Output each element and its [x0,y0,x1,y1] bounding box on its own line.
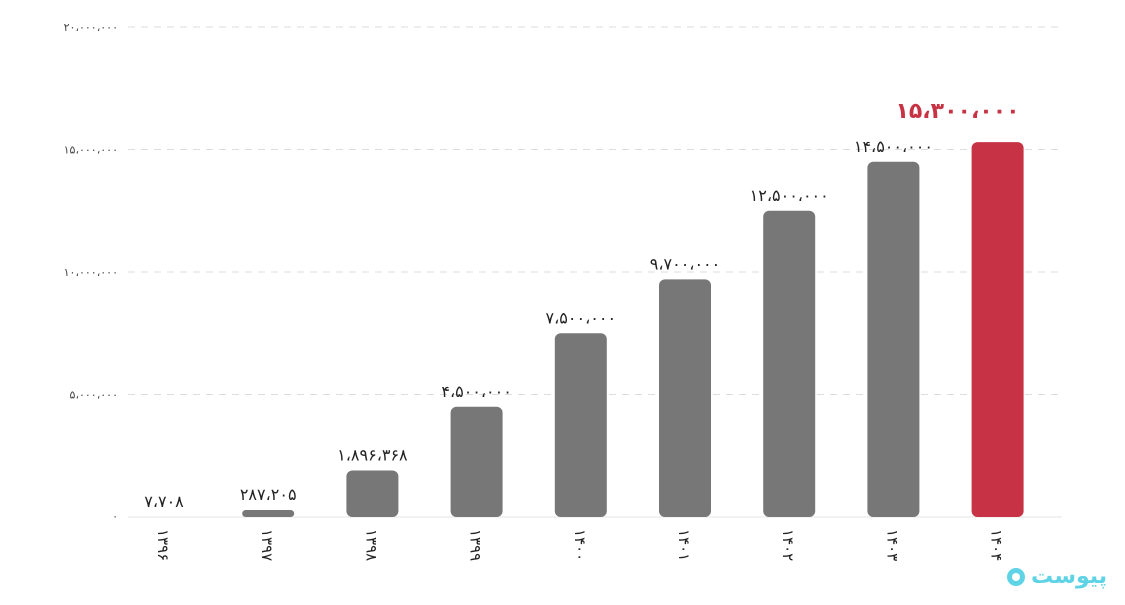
data-label: ۷،۷۰۸ [144,492,184,511]
x-tick-label: ۱۴۰۳ [883,529,901,561]
bar [763,210,816,517]
data-label: ۷،۵۰۰،۰۰۰ [546,308,616,327]
data-label: ۱۵،۳۰۰،۰۰۰ [895,99,1019,124]
bar [554,333,607,517]
y-tick-label: ۰ [112,510,118,523]
logo-text: پیوست [1031,564,1107,589]
data-label: ۹،۷۰۰،۰۰۰ [650,254,720,273]
y-tick-label: ۱۵،۰۰۰،۰۰۰ [64,144,118,157]
bar-highlight [971,142,1024,517]
bar [867,161,920,517]
x-tick-label: ۱۳۹۹ [467,529,485,561]
data-label: ۲۸۷،۲۰۵ [240,485,297,504]
x-tick-label: ۱۴۰۴ [988,529,1006,561]
bar [659,279,711,517]
data-label: ۱۲،۵۰۰،۰۰۰ [750,186,829,205]
y-tick-label: ۲۰،۰۰۰،۰۰۰ [64,21,118,34]
data-label: ۱۴،۵۰۰،۰۰۰ [854,137,933,156]
data-label: ۴،۵۰۰،۰۰۰ [441,382,511,401]
y-tick-label: ۵،۰۰۰،۰۰۰ [70,389,118,402]
bar [346,470,399,517]
x-tick-label: ۱۴۰۰ [571,529,589,561]
x-tick-label: ۱۳۹۸ [362,529,380,561]
bar [450,406,503,517]
watermark-logo: پیوست [1007,564,1107,589]
data-label: ۱،۸۹۶،۳۶۸ [337,446,408,465]
y-tick-label: ۱۰،۰۰۰،۰۰۰ [64,266,118,279]
logo-circle-icon [1007,567,1026,586]
bar [242,509,295,517]
x-tick-label: ۱۴۰۲ [779,529,797,561]
x-tick-label: ۱۴۰۱ [675,529,693,561]
x-tick-label: ۱۳۹۷ [258,529,276,561]
x-tick-label: ۱۳۹۶ [154,529,172,561]
